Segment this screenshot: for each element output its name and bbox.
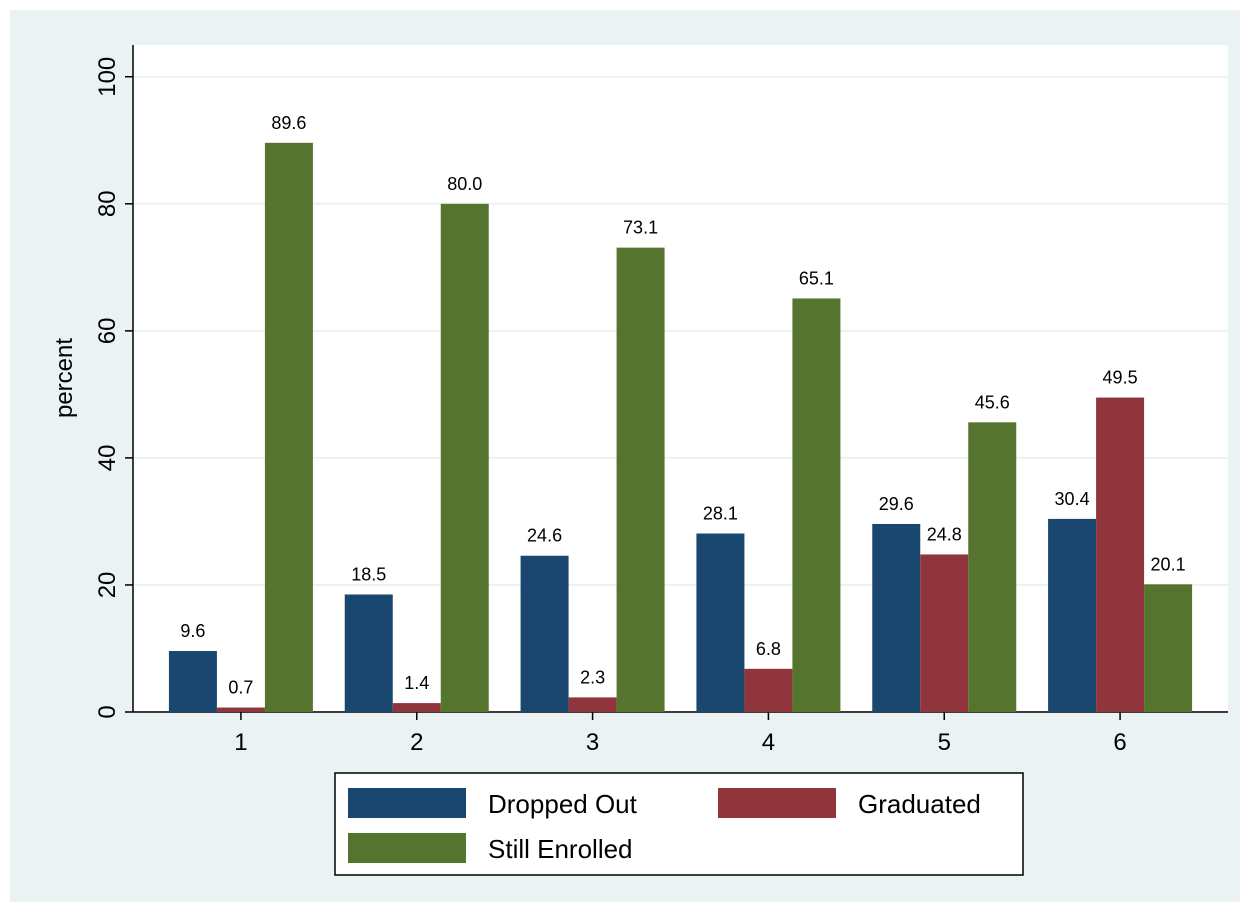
y-tick-label: 0 <box>94 705 121 718</box>
value-label: 73.1 <box>623 218 658 238</box>
y-axis-title: percent <box>51 338 78 418</box>
x-tick-label: 5 <box>938 729 951 756</box>
y-tick-label: 40 <box>94 445 121 472</box>
bar <box>264 142 313 712</box>
bar <box>792 298 841 712</box>
x-tick-label: 4 <box>762 729 775 756</box>
value-label: 0.7 <box>228 678 253 698</box>
value-label: 65.1 <box>799 268 834 288</box>
bar <box>440 203 489 713</box>
legend-label: Graduated <box>858 789 981 819</box>
bar <box>1144 584 1193 712</box>
legend-label: Still Enrolled <box>488 834 633 864</box>
value-label: 30.4 <box>1055 489 1090 509</box>
bar <box>968 422 1017 712</box>
value-label: 1.4 <box>404 673 429 693</box>
value-label: 28.1 <box>703 503 738 523</box>
bar <box>696 533 745 712</box>
legend-swatch <box>348 788 466 818</box>
legend-swatch <box>348 833 466 863</box>
bar <box>1048 518 1097 712</box>
value-label: 45.6 <box>975 392 1010 412</box>
value-label: 89.6 <box>271 113 306 133</box>
y-tick-label: 80 <box>94 190 121 217</box>
bar <box>216 707 265 712</box>
value-label: 9.6 <box>180 621 205 641</box>
bar <box>1096 397 1145 712</box>
x-tick-label: 2 <box>410 729 423 756</box>
bar <box>568 697 617 712</box>
y-tick-label: 20 <box>94 572 121 599</box>
y-tick-label: 100 <box>94 57 121 97</box>
bar <box>344 594 393 712</box>
value-label: 2.3 <box>580 667 605 687</box>
legend-swatch <box>718 788 836 818</box>
value-label: 49.5 <box>1103 368 1138 388</box>
bar <box>920 554 969 712</box>
x-tick-label: 3 <box>586 729 599 756</box>
value-label: 29.6 <box>879 494 914 514</box>
plot-region <box>133 45 1228 712</box>
bar <box>872 523 921 712</box>
x-tick-label: 6 <box>1113 729 1126 756</box>
x-tick-label: 1 <box>234 729 247 756</box>
value-label: 18.5 <box>351 564 386 584</box>
legend-label: Dropped Out <box>488 789 638 819</box>
bar <box>744 668 793 712</box>
y-tick-label: 60 <box>94 318 121 345</box>
value-label: 24.6 <box>527 526 562 546</box>
value-label: 20.1 <box>1151 554 1186 574</box>
value-label: 24.8 <box>927 524 962 544</box>
value-label: 6.8 <box>756 639 781 659</box>
bar <box>392 703 441 712</box>
bar <box>168 651 217 712</box>
bar <box>520 555 569 712</box>
value-label: 80.0 <box>447 174 482 194</box>
bar <box>616 247 665 713</box>
